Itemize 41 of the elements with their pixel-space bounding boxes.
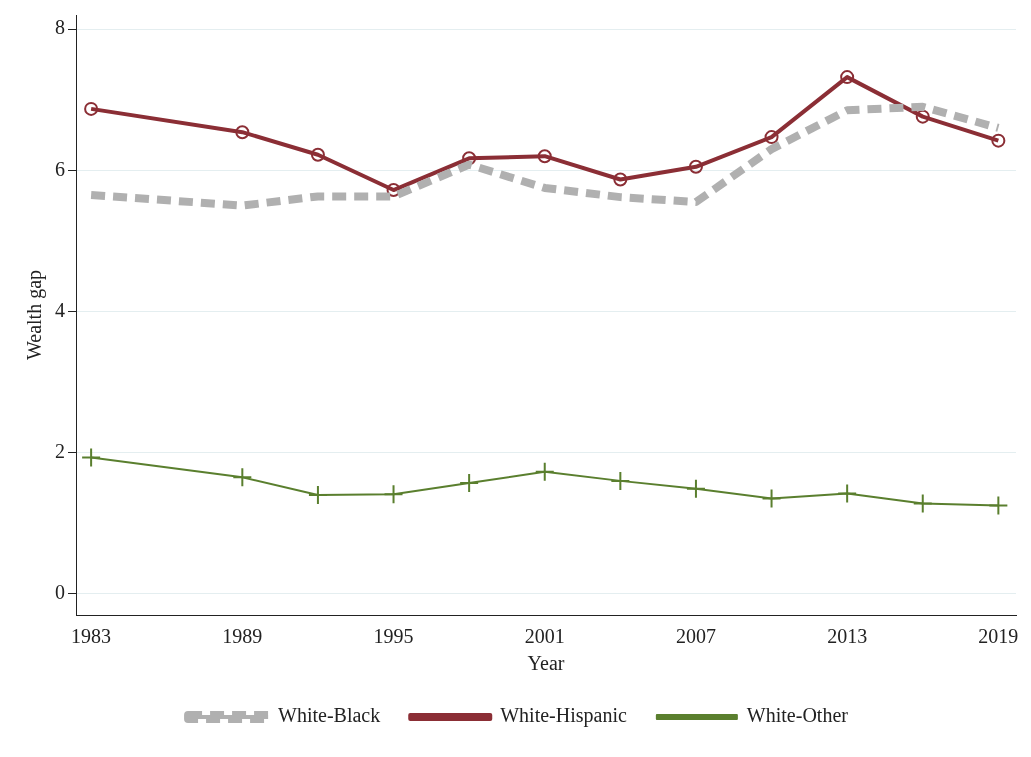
- x-tick-label: 2013: [827, 625, 868, 648]
- point: [232, 467, 253, 488]
- legend-label: White-Hispanic: [500, 704, 627, 728]
- x-tick-label: 2019: [978, 625, 1019, 648]
- point: [912, 493, 933, 514]
- y-axis-title: Wealth gap: [23, 269, 47, 361]
- point: [761, 488, 782, 509]
- y-tick-label: 2: [55, 439, 65, 462]
- point: [840, 70, 855, 85]
- y-tick-label: 6: [55, 157, 65, 180]
- x-tick-label: 1995: [373, 625, 414, 648]
- point: [915, 109, 930, 124]
- y-tick-label: 0: [55, 581, 65, 604]
- point: [84, 101, 99, 116]
- point: [613, 172, 628, 187]
- point: [610, 470, 631, 491]
- point: [534, 461, 555, 482]
- x-tick-label: 2007: [675, 625, 716, 648]
- point: [386, 183, 401, 198]
- point: [310, 147, 325, 162]
- point: [459, 473, 480, 493]
- y-tick-label: 8: [55, 16, 65, 39]
- point: [383, 484, 404, 505]
- point: [462, 151, 477, 166]
- x-tick-label: 1983: [71, 625, 112, 648]
- point: [988, 495, 1009, 516]
- legend-label: White-Black: [278, 704, 381, 727]
- point: [537, 149, 552, 164]
- point: [688, 159, 703, 174]
- point: [235, 125, 250, 140]
- point: [991, 133, 1006, 148]
- x-tick-label: 2001: [524, 625, 565, 648]
- point: [307, 485, 328, 505]
- point: [764, 130, 779, 145]
- point: [81, 447, 102, 468]
- x-tick-label: 1989: [222, 625, 263, 648]
- legend-label: White-Other: [746, 704, 849, 727]
- y-tick-label: 4: [55, 298, 65, 321]
- point: [685, 478, 706, 499]
- x-axis-title: Year: [527, 652, 565, 675]
- point: [837, 483, 858, 504]
